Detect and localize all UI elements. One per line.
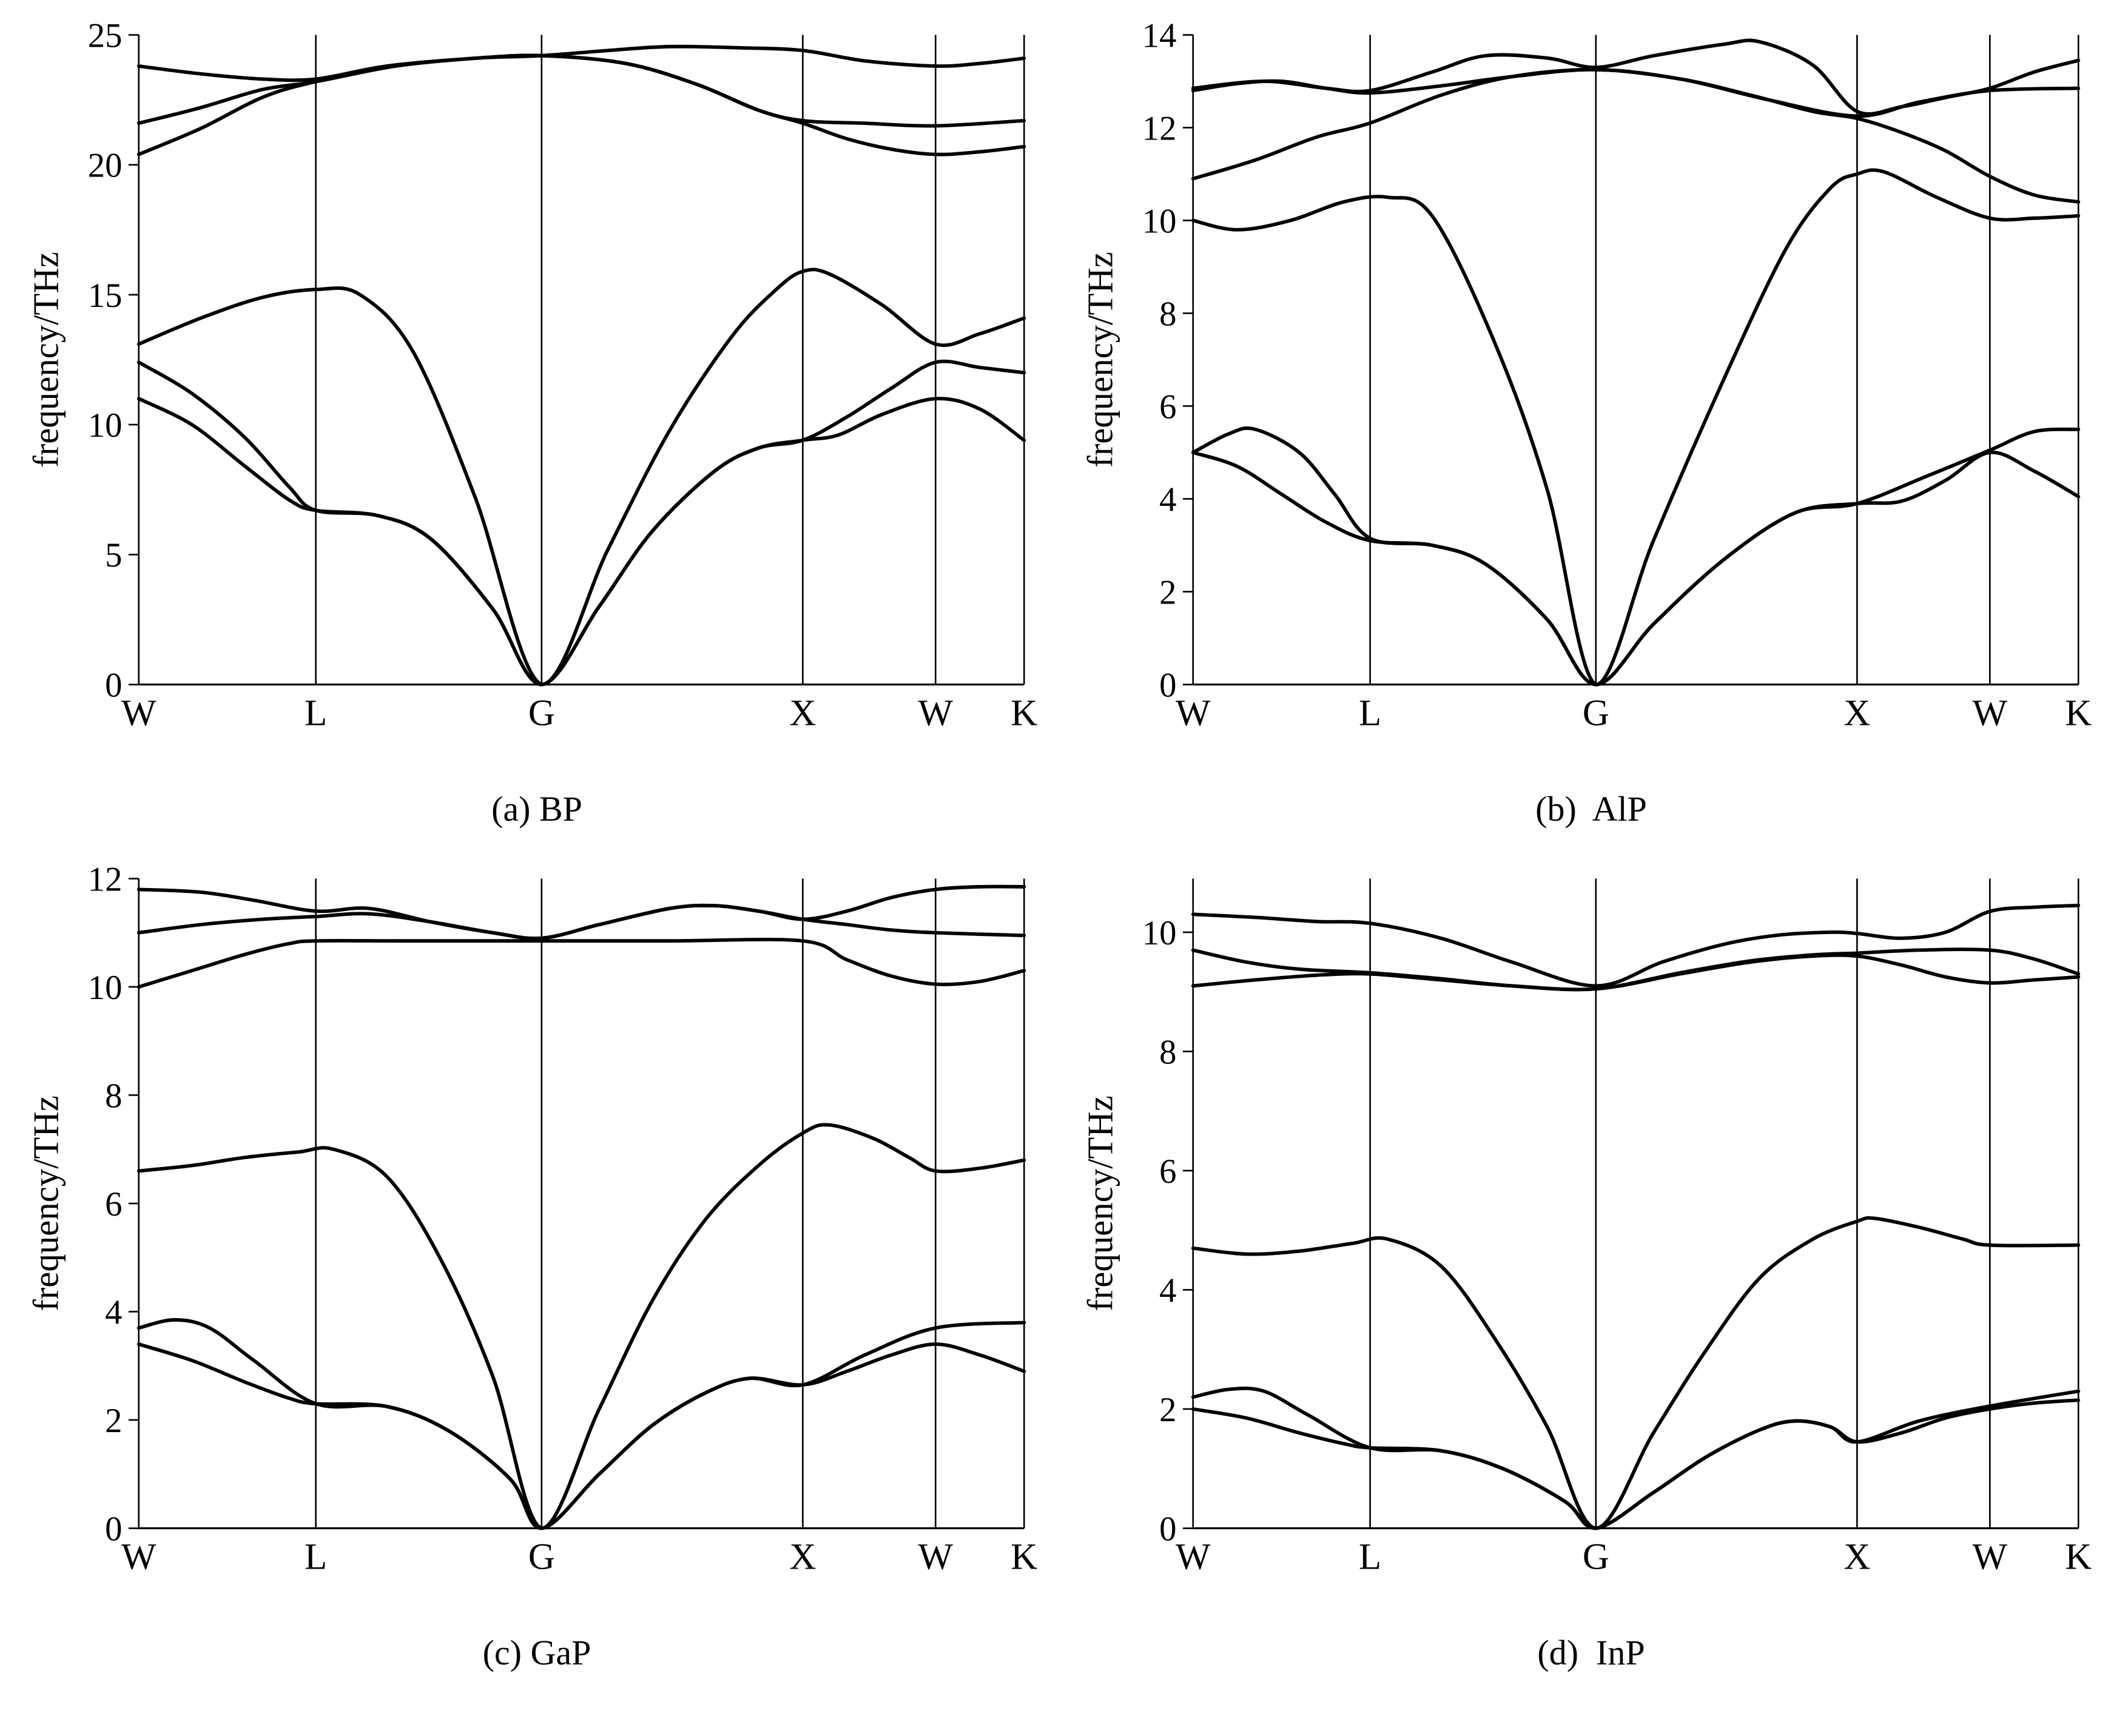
svg-text:14: 14 bbox=[1142, 16, 1177, 55]
branch-lo bbox=[136, 884, 1026, 940]
svg-text:G: G bbox=[528, 1537, 555, 1578]
svg-text:X: X bbox=[789, 693, 816, 734]
caption-d: (d) InP bbox=[1537, 1633, 1645, 1672]
svg-text:K: K bbox=[1011, 693, 1037, 734]
svg-text:4: 4 bbox=[105, 1293, 122, 1331]
svg-text:W: W bbox=[1973, 1537, 2008, 1578]
svg-text:X: X bbox=[1843, 1537, 1870, 1578]
svg-text:0: 0 bbox=[1159, 1510, 1176, 1548]
phonon-plot-gap: W L G X W K 0 2 4 6 8 10 12 frequency/THz bbox=[27, 860, 1037, 1578]
svg-text:L: L bbox=[305, 693, 327, 734]
svg-text:2: 2 bbox=[1159, 573, 1176, 611]
svg-text:10: 10 bbox=[88, 969, 123, 1007]
branch-ta1 bbox=[136, 1342, 1026, 1530]
svg-text:frequency/THz: frequency/THz bbox=[1082, 252, 1120, 468]
svg-text:G: G bbox=[1583, 1537, 1609, 1578]
branch-la bbox=[136, 1123, 1026, 1530]
svg-text:10: 10 bbox=[1142, 914, 1177, 952]
svg-text:8: 8 bbox=[105, 1077, 122, 1115]
branch-lo bbox=[136, 44, 1026, 82]
caption-c: (c) GaP bbox=[482, 1633, 591, 1672]
branch-la bbox=[1191, 1216, 2081, 1530]
svg-text:6: 6 bbox=[105, 1185, 122, 1223]
svg-text:0: 0 bbox=[105, 666, 122, 704]
branch-to2 bbox=[1191, 947, 2081, 992]
svg-text:25: 25 bbox=[88, 16, 123, 55]
svg-text:W: W bbox=[918, 693, 954, 734]
branch-to1 bbox=[136, 53, 1026, 156]
branch-la bbox=[136, 267, 1026, 687]
svg-text:2: 2 bbox=[105, 1402, 122, 1440]
svg-text:X: X bbox=[789, 1537, 816, 1578]
svg-text:10: 10 bbox=[1142, 202, 1177, 240]
svg-text:K: K bbox=[2065, 1537, 2092, 1578]
svg-text:W: W bbox=[918, 1537, 954, 1578]
svg-text:L: L bbox=[305, 1537, 327, 1578]
svg-text:5: 5 bbox=[105, 536, 122, 574]
svg-text:8: 8 bbox=[1159, 1033, 1176, 1071]
svg-text:W: W bbox=[1176, 1537, 1211, 1578]
svg-text:12: 12 bbox=[1142, 109, 1177, 147]
svg-text:frequency/THz: frequency/THz bbox=[27, 252, 66, 468]
phonon-plot-alp: W L G X W K 0 2 4 6 8 10 12 14 frequency/THz bbox=[1082, 16, 2092, 734]
panel-c-gap: W L G X W K 0 2 4 6 8 10 12 frequency/THz (c) GaP bbox=[22, 860, 1052, 1673]
branch-ta2 bbox=[1191, 426, 2081, 687]
svg-text:frequency/THz: frequency/THz bbox=[1082, 1095, 1120, 1311]
svg-text:4: 4 bbox=[1159, 480, 1176, 519]
branch-to2 bbox=[136, 903, 1026, 940]
phonon-plot-inp: W L G X W K 0 2 4 6 8 10 frequency/THz bbox=[1082, 878, 2092, 1578]
svg-text:W: W bbox=[121, 693, 157, 734]
svg-text:G: G bbox=[528, 693, 555, 734]
panel-a-bp: W L G X W K 0 5 10 15 20 25 frequency/THz (a) BP bbox=[22, 16, 1052, 829]
svg-text:L: L bbox=[1359, 1537, 1381, 1578]
panel-d-inp: W L G X W K 0 2 4 6 8 10 frequency/THz (d) InP bbox=[1076, 860, 2106, 1673]
svg-text:12: 12 bbox=[88, 860, 123, 898]
svg-text:6: 6 bbox=[1159, 1152, 1176, 1191]
svg-text:10: 10 bbox=[88, 406, 123, 445]
branch-ta2 bbox=[136, 359, 1026, 687]
caption-b: (b) AlP bbox=[1535, 789, 1647, 829]
svg-text:K: K bbox=[1011, 1537, 1037, 1578]
svg-text:W: W bbox=[1176, 693, 1211, 734]
caption-a: (a) BP bbox=[491, 789, 582, 829]
svg-text:W: W bbox=[121, 1537, 157, 1578]
branch-ta1 bbox=[1191, 451, 2081, 687]
branch-la bbox=[1191, 168, 2081, 687]
svg-text:20: 20 bbox=[88, 147, 123, 185]
svg-text:0: 0 bbox=[1159, 666, 1176, 704]
branch-to1 bbox=[136, 937, 1026, 989]
svg-text:6: 6 bbox=[1159, 388, 1176, 426]
branch-to2 bbox=[136, 53, 1026, 128]
svg-text:L: L bbox=[1359, 693, 1381, 734]
branch-lo bbox=[1191, 903, 2081, 988]
svg-text:8: 8 bbox=[1159, 295, 1176, 333]
svg-text:0: 0 bbox=[105, 1510, 122, 1548]
branch-to2 bbox=[1191, 67, 2081, 118]
svg-text:2: 2 bbox=[1159, 1391, 1176, 1429]
svg-text:4: 4 bbox=[1159, 1271, 1176, 1310]
branch-ta2 bbox=[136, 1318, 1026, 1530]
svg-text:frequency/THz: frequency/THz bbox=[27, 1095, 66, 1311]
phonon-plot-bp: W L G X W K 0 5 10 15 20 25 frequency/THz bbox=[27, 16, 1037, 734]
branch-ta1 bbox=[136, 397, 1026, 687]
svg-text:15: 15 bbox=[88, 277, 123, 315]
branch-ta2 bbox=[1191, 1386, 2081, 1530]
svg-text:X: X bbox=[1843, 693, 1870, 734]
svg-text:K: K bbox=[2065, 693, 2092, 734]
panel-b-alp: W L G X W K 0 2 4 6 8 10 12 14 frequency/THz (b) AlP bbox=[1076, 16, 2106, 829]
svg-text:G: G bbox=[1583, 693, 1609, 734]
svg-text:W: W bbox=[1973, 693, 2008, 734]
branch-lo bbox=[1191, 38, 2081, 116]
